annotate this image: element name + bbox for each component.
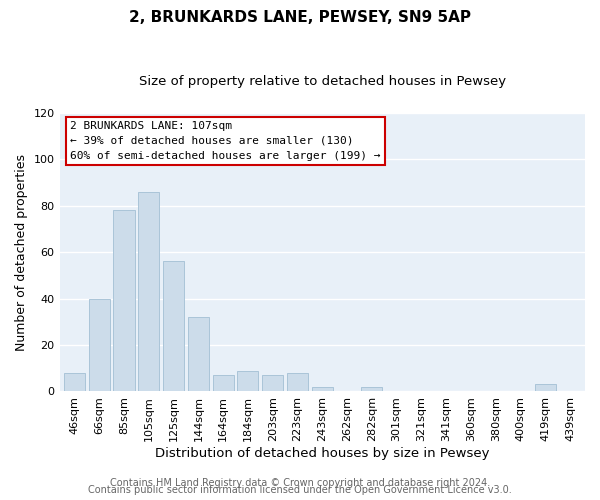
Bar <box>188 317 209 392</box>
X-axis label: Distribution of detached houses by size in Pewsey: Distribution of detached houses by size … <box>155 447 490 460</box>
Bar <box>312 387 333 392</box>
Bar <box>262 375 283 392</box>
Text: Contains public sector information licensed under the Open Government Licence v3: Contains public sector information licen… <box>88 485 512 495</box>
Text: 2, BRUNKARDS LANE, PEWSEY, SN9 5AP: 2, BRUNKARDS LANE, PEWSEY, SN9 5AP <box>129 10 471 25</box>
Title: Size of property relative to detached houses in Pewsey: Size of property relative to detached ho… <box>139 75 506 88</box>
Bar <box>64 373 85 392</box>
Bar <box>138 192 160 392</box>
Bar <box>535 384 556 392</box>
Y-axis label: Number of detached properties: Number of detached properties <box>15 154 28 350</box>
Text: Contains HM Land Registry data © Crown copyright and database right 2024.: Contains HM Land Registry data © Crown c… <box>110 478 490 488</box>
Text: 2 BRUNKARDS LANE: 107sqm
← 39% of detached houses are smaller (130)
60% of semi-: 2 BRUNKARDS LANE: 107sqm ← 39% of detach… <box>70 121 380 160</box>
Bar <box>163 262 184 392</box>
Bar <box>212 375 233 392</box>
Bar <box>113 210 134 392</box>
Bar <box>361 387 382 392</box>
Bar <box>238 370 259 392</box>
Bar <box>89 298 110 392</box>
Bar <box>287 373 308 392</box>
